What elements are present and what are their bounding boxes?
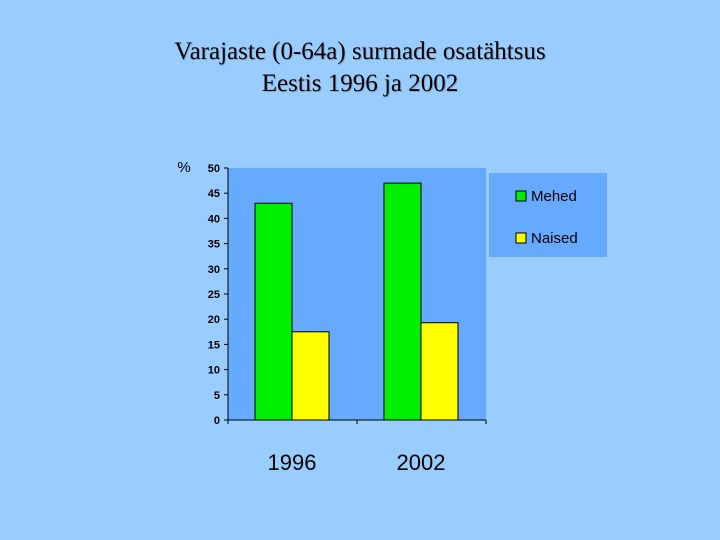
y-tick-label: 15 [208, 339, 220, 351]
x-category-label: 2002 [397, 450, 446, 475]
legend-label: Naised [531, 230, 578, 247]
y-axis-label: % [177, 159, 190, 176]
bar-naised-1996 [291, 331, 330, 421]
y-tick-label: 40 [208, 213, 220, 225]
legend: Mehed Naised [489, 173, 607, 257]
legend-box [489, 173, 607, 257]
bar-mehed-1996 [254, 202, 293, 421]
bar-mehed-2002 [383, 182, 422, 421]
y-tick-label: 0 [214, 415, 220, 427]
legend-swatch [515, 190, 527, 202]
legend-swatch [515, 232, 527, 244]
y-tick-label: 35 [208, 239, 220, 251]
slide-title-line-1: Varajaste (0-64a) surmade osatähtsus [174, 38, 546, 65]
y-tick-label: 50 [208, 163, 220, 175]
legend-label: Mehed [531, 188, 577, 205]
x-category-label: 1996 [268, 450, 317, 475]
y-tick-label: 5 [214, 390, 220, 402]
y-tick-label: 10 [208, 365, 220, 377]
y-tick-label: 45 [208, 188, 220, 200]
bar-naised-2002 [420, 322, 459, 421]
y-tick-label: 20 [208, 314, 220, 326]
slide-title-line-2: Eestis 1996 ja 2002 [261, 70, 459, 97]
y-tick-label: 25 [208, 289, 220, 301]
y-tick-label: 30 [208, 264, 220, 276]
slide-title: Varajaste (0-64a) surmade osatähtsus Ees… [0, 36, 720, 100]
